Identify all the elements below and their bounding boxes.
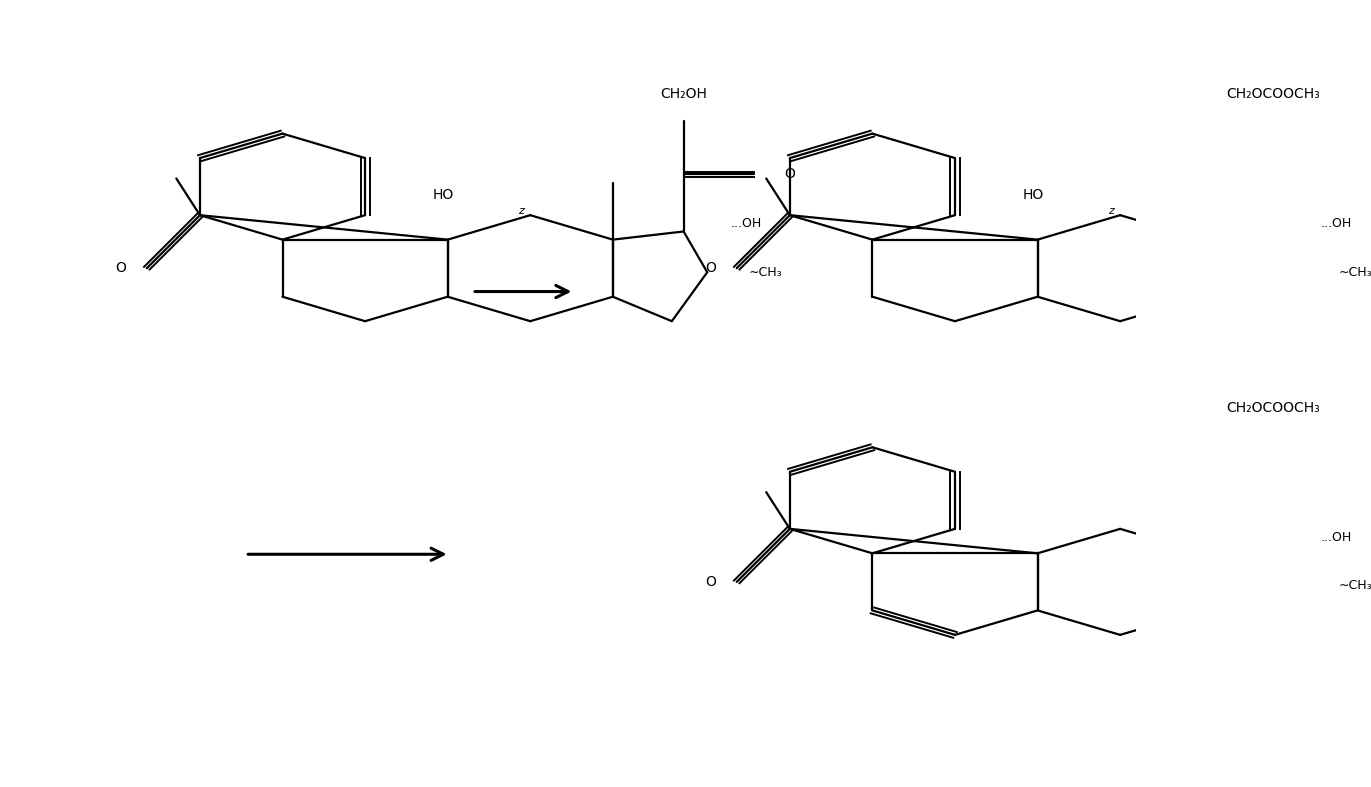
Text: HO: HO: [1023, 188, 1043, 201]
Text: HO: HO: [432, 188, 454, 201]
Text: ∼CH₃: ∼CH₃: [1338, 579, 1371, 593]
Text: CH₂OCOOCH₃: CH₂OCOOCH₃: [1227, 87, 1320, 101]
Text: z: z: [518, 206, 524, 216]
Text: ∼CH₃: ∼CH₃: [749, 266, 781, 279]
Text: ...OH: ...OH: [1320, 217, 1352, 230]
Text: CH₂OH: CH₂OH: [661, 87, 707, 101]
Text: CH₂OCOOCH₃: CH₂OCOOCH₃: [1227, 401, 1320, 415]
Text: z: z: [1108, 206, 1115, 216]
Text: O: O: [784, 168, 795, 181]
Text: ...OH: ...OH: [731, 217, 762, 230]
Text: ...OH: ...OH: [1320, 530, 1352, 544]
Text: ∼CH₃: ∼CH₃: [1338, 266, 1371, 279]
Text: O: O: [705, 261, 716, 275]
Text: O: O: [705, 575, 716, 589]
Text: O: O: [115, 261, 126, 275]
